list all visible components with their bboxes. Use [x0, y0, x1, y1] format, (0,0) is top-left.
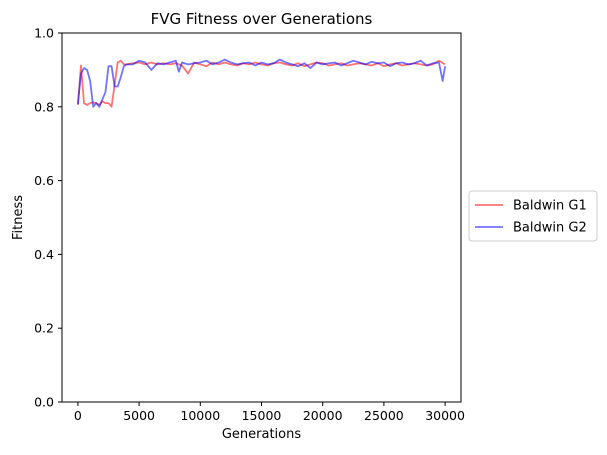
plot-lines: [77, 58, 446, 108]
legend: Baldwin G1 Baldwin G2: [468, 190, 598, 242]
axes-frame: [61, 32, 462, 403]
y-tick-label: 0.4: [34, 247, 54, 262]
series-line-2: [77, 58, 446, 108]
x-axis-label: Generations: [222, 427, 302, 442]
x-tick-label: 10000: [180, 408, 220, 423]
x-tick-label: 20000: [303, 408, 343, 423]
y-tick-label: 1.0: [34, 26, 54, 41]
y-tick-label: 0.2: [34, 321, 54, 336]
y-tick-label: 0.6: [34, 173, 54, 188]
x-tick-label: 30000: [425, 408, 465, 423]
x-axis-ticks: 0 5000 10000 15000 20000 25000 30000: [74, 402, 465, 423]
x-tick-label: 5000: [123, 408, 155, 423]
chart-title: FVG Fitness over Generations: [151, 10, 373, 28]
x-tick-label: 25000: [364, 408, 404, 423]
y-tick-label: 0.0: [34, 395, 54, 410]
x-tick-label: 15000: [242, 408, 282, 423]
legend-entry-2: Baldwin G2: [513, 221, 587, 236]
legend-box: [468, 190, 598, 242]
x-tick-label: 0: [74, 408, 82, 423]
legend-entry-1: Baldwin G1: [513, 199, 587, 214]
series-line-1: [77, 59, 446, 108]
y-axis-ticks: 0.0 0.2 0.4 0.6 0.8 1.0: [34, 26, 62, 410]
y-tick-label: 0.8: [34, 99, 54, 114]
y-axis-label: Fitness: [11, 195, 26, 240]
